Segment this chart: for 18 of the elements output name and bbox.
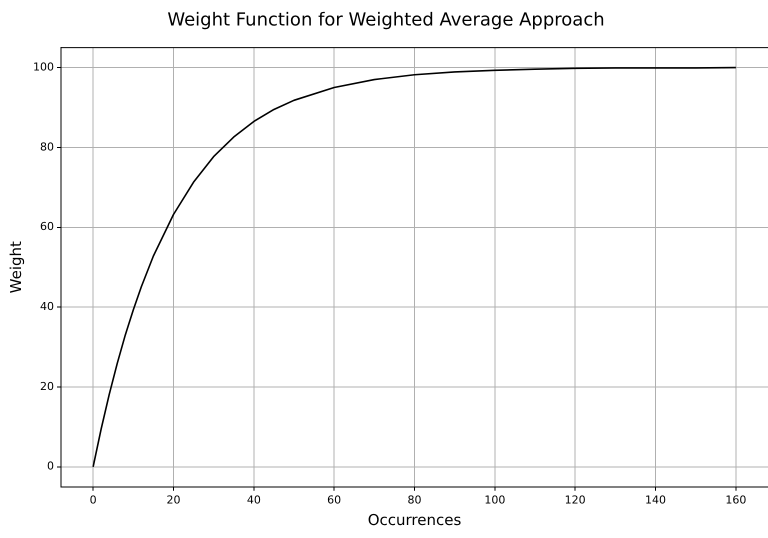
x-tick-label: 0 [90,493,97,506]
x-tick-label: 160 [725,493,746,506]
y-axis-title: Weight [6,240,25,294]
y-tick-label: 0 [46,460,54,473]
x-tick-label: 120 [564,493,586,506]
x-axis-title: Occurrences [368,510,462,529]
x-tick-label: 140 [645,493,666,506]
chart-title: Weight Function for Weighted Average Approach [167,9,605,30]
x-tick-label: 40 [246,493,261,506]
y-tick-label: 20 [40,380,54,393]
y-tick-label: 60 [40,220,54,234]
x-tick-label: 80 [408,493,422,506]
x-tick-label: 60 [327,493,342,506]
x-tick-label: 100 [484,493,506,506]
y-tick-label: 100 [32,60,54,74]
y-tick-label: 80 [40,140,54,154]
x-tick-label: 20 [166,493,180,506]
y-tick-label: 40 [40,300,54,313]
